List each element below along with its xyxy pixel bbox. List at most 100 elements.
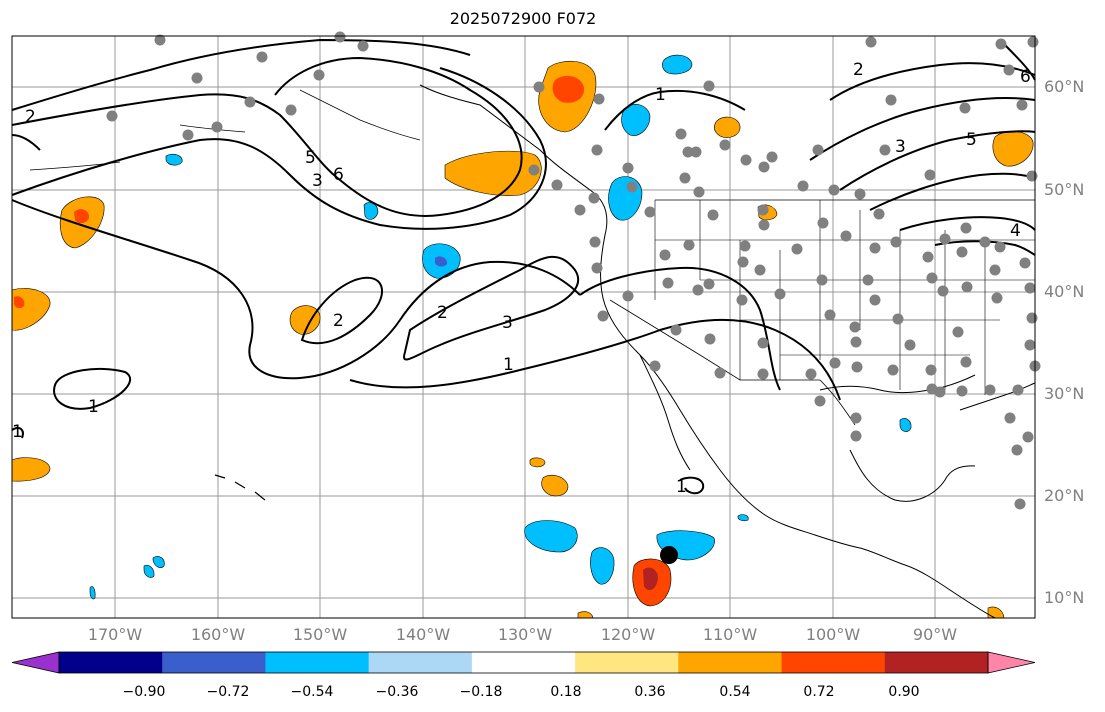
station-dot [989, 264, 1001, 276]
station-dot [589, 236, 601, 248]
station-dot [1022, 431, 1034, 443]
strong-positive-anomaly-blob [74, 209, 90, 224]
station-dot [979, 236, 991, 248]
station-dot [740, 154, 752, 166]
station-dot [551, 179, 563, 191]
strong-positive-anomaly-blob [552, 75, 585, 103]
negative-anomaly-blob [165, 153, 183, 166]
station-dot [622, 162, 634, 174]
station-dot [662, 277, 674, 289]
positive-anomaly-blob [11, 457, 51, 482]
contour-label: 1 [88, 397, 99, 417]
station-dot [829, 357, 841, 369]
station-dot [879, 144, 891, 156]
contour-label: 1 [676, 477, 687, 497]
station-dot [649, 360, 661, 372]
lat-label: 20°N [1044, 486, 1085, 505]
station-dot [334, 31, 346, 43]
lon-label: 170°W [87, 625, 143, 644]
station-dot [952, 326, 964, 338]
station-dot [757, 368, 769, 380]
plot-background [12, 36, 1035, 618]
station-dot [887, 364, 899, 376]
station-dot [1016, 99, 1028, 111]
lon-label: 120°W [600, 625, 656, 644]
colorbar-extend-min [11, 651, 60, 674]
colorbar-tick-label: −0.36 [375, 684, 419, 700]
station-dot [904, 339, 916, 351]
lon-label: 130°W [497, 625, 553, 644]
station-dot [703, 278, 715, 290]
colorbar-tick-label: 0.90 [888, 684, 920, 700]
station-dot [106, 110, 118, 122]
contour-label: 2 [437, 303, 448, 323]
station-dot [757, 204, 769, 216]
colorbar-extend-max [987, 651, 1036, 674]
station-dot [850, 336, 862, 348]
colorbar-segment [59, 652, 163, 673]
station-dot [211, 121, 223, 133]
station-dot [934, 386, 946, 398]
station-dot [591, 144, 603, 156]
station-dot [182, 129, 194, 141]
station-dot [704, 333, 716, 345]
station-dot [597, 310, 609, 322]
colorbar-segment [781, 652, 886, 673]
lon-label: 100°W [805, 625, 861, 644]
station-dot [956, 246, 968, 258]
contour-label: 5 [966, 130, 977, 150]
station-dot [984, 384, 996, 396]
colorbar-tick-label: −0.54 [290, 684, 334, 700]
station-dot [682, 146, 694, 158]
station-dot [956, 385, 968, 397]
colorbar-segment [678, 652, 783, 673]
station-dot [244, 96, 256, 108]
lat-label: 50°N [1044, 180, 1085, 199]
colorbar-segment [884, 652, 989, 673]
station-dot [707, 209, 719, 221]
station-dot [754, 264, 766, 276]
colorbar-segment [265, 652, 370, 673]
station-dot [1004, 412, 1016, 424]
station-dot [154, 34, 166, 46]
station-dot [960, 356, 972, 368]
station-dot [574, 204, 586, 216]
negative-anomaly-blob [89, 586, 96, 600]
plot-frame [11, 35, 1036, 619]
station-dot [791, 243, 803, 255]
station-dot [679, 172, 691, 184]
station-dot [1014, 498, 1026, 510]
station-dot [528, 164, 540, 176]
colorbar-segment [471, 652, 576, 673]
station-dot [850, 412, 862, 424]
station-dot [849, 321, 861, 333]
negative-anomaly-blob [737, 514, 749, 522]
strong-positive-anomaly-blob [643, 567, 658, 591]
contour-label: 2 [25, 107, 36, 127]
station-dot [924, 169, 936, 181]
station-dot [869, 294, 881, 306]
station-dot [1019, 257, 1031, 269]
contour-label: 1 [503, 355, 514, 375]
station-dot [865, 36, 877, 48]
station-dot [922, 251, 934, 263]
station-dot [805, 368, 817, 380]
station-dot [1024, 339, 1036, 351]
positive-anomaly-blob [541, 474, 569, 497]
contour-label: 3 [312, 171, 323, 191]
station-dot [693, 186, 705, 198]
negative-anomaly-blob [435, 256, 448, 267]
station-dot [736, 294, 748, 306]
contour-label: 1 [12, 422, 23, 442]
station-dot [591, 262, 603, 274]
contour-label: 3 [502, 313, 513, 333]
station-dot [892, 313, 904, 325]
contour-label: 1 [655, 85, 666, 105]
station-dot [959, 102, 971, 114]
station-dot [758, 219, 770, 231]
colorbar [11, 651, 1036, 674]
station-dot [774, 288, 786, 300]
contour-label: 5 [305, 148, 316, 168]
station-dot [939, 233, 951, 245]
